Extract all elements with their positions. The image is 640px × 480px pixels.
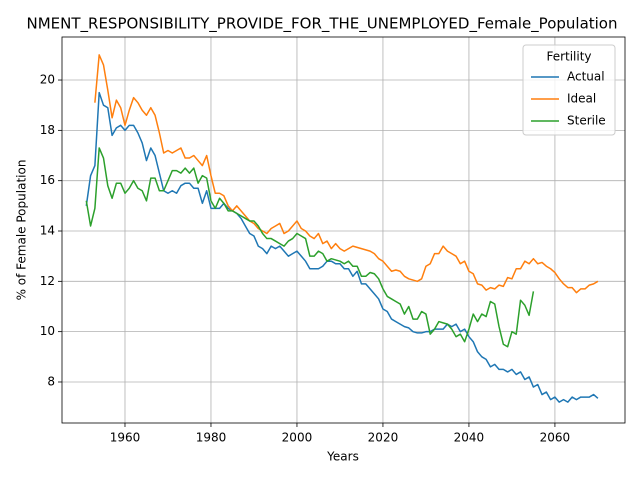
legend-label: Sterile: [567, 114, 606, 128]
line-series: [94, 54, 599, 294]
y-tick-label: 14: [40, 224, 55, 238]
plot-frame: [61, 36, 626, 424]
x-tick-label: 2040: [454, 431, 485, 445]
line-series: [85, 147, 535, 348]
y-tick-label: 18: [40, 123, 55, 137]
x-tick-label: 2060: [540, 431, 571, 445]
x-tick-label: 1960: [110, 431, 141, 445]
legend-box: [522, 44, 616, 136]
y-tick-label: 8: [47, 374, 55, 388]
y-tick-label: 12: [40, 274, 55, 288]
y-tick-label: 20: [40, 73, 55, 87]
y-axis-label: % of Female Population: [15, 160, 29, 301]
y-tick-label: 10: [40, 324, 55, 338]
legend-title: Fertility: [546, 50, 591, 64]
y-tick-label: 16: [40, 173, 55, 187]
x-tick-label: 2020: [368, 431, 399, 445]
chart-title: NMENT_RESPONSIBILITY_PROVIDE_FOR_THE_UNE…: [27, 15, 618, 34]
line-series: [85, 91, 599, 403]
legend-label: Actual: [567, 70, 605, 84]
legend-label: Ideal: [567, 92, 596, 106]
x-axis-label: Years: [326, 450, 359, 464]
x-tick-label: 2000: [282, 431, 313, 445]
x-tick-label: 1980: [196, 431, 227, 445]
